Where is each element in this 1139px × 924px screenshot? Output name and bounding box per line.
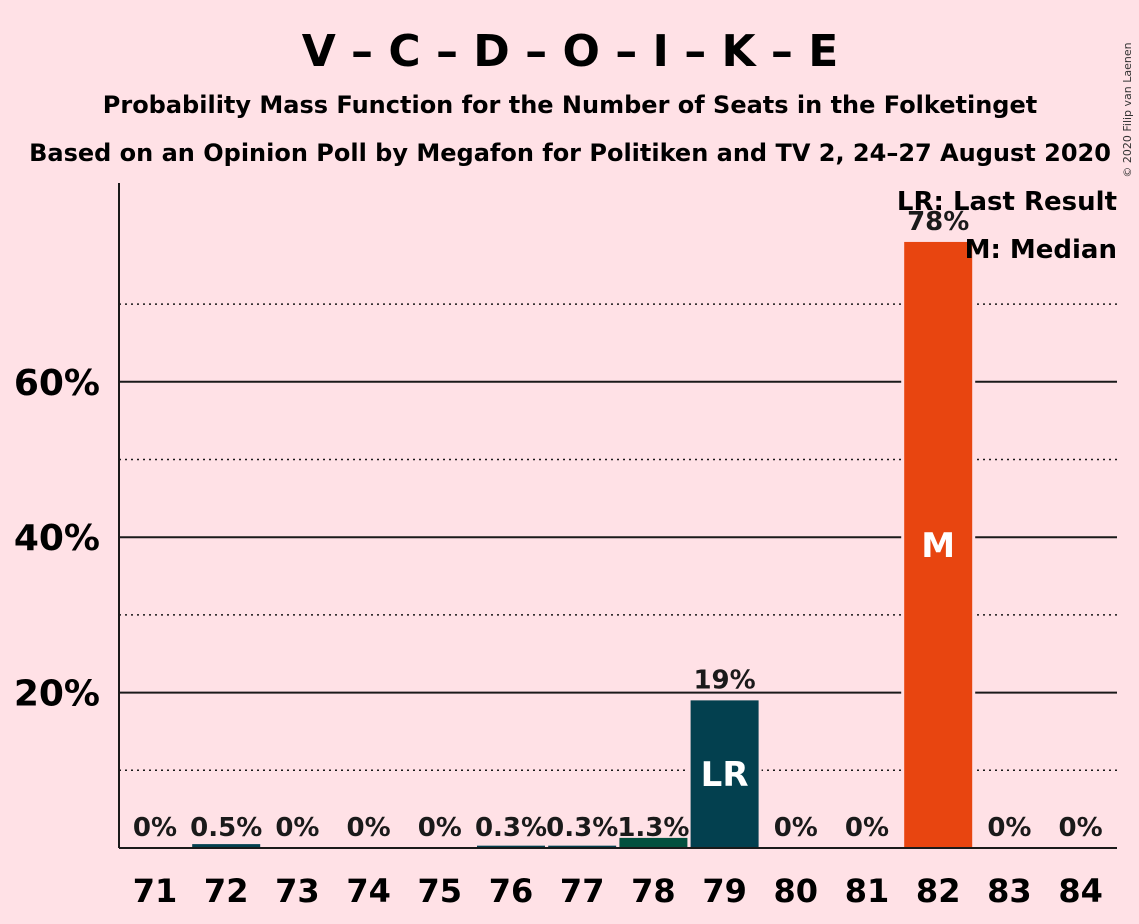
x-tick-label: 78 <box>631 872 676 910</box>
axes: 20% 40% 60% 71 72 73 74 75 76 77 78 79 80 81 82 83 84 <box>14 183 1117 910</box>
data-label-82: 78% <box>907 207 969 237</box>
data-label-84: 0% <box>1059 813 1103 843</box>
data-label-72: 0.5% <box>190 813 262 843</box>
median-marker: M <box>921 526 955 566</box>
data-labels: 0% 0.5% 0% 0% 0% 0.3% 0.3% 1.3%19%LR0% 0%78%M0% 0… <box>133 207 1103 843</box>
x-tick-label: 73 <box>275 872 320 910</box>
x-tick-label: 74 <box>346 872 391 910</box>
data-label-74: 0% <box>347 813 391 843</box>
data-label-76: 0.3% <box>475 813 547 843</box>
data-label-71: 0% <box>133 813 177 843</box>
x-tick-label: 83 <box>987 872 1032 910</box>
x-tick-label: 82 <box>916 872 961 910</box>
data-label-81: 0% <box>845 813 889 843</box>
x-tick-label: 71 <box>133 872 178 910</box>
bar-72 <box>192 844 261 848</box>
x-tick-label: 84 <box>1058 872 1103 910</box>
bars <box>189 241 976 848</box>
data-label-77: 0.3% <box>546 813 618 843</box>
chart-subtitle-source: Based on an Opinion Poll by Megafon for … <box>29 139 1111 167</box>
last-result-marker: LR <box>701 755 749 795</box>
data-label-78: 1.3% <box>617 813 689 843</box>
x-tick-label: 76 <box>489 872 534 910</box>
x-tick-label: 75 <box>418 872 463 910</box>
x-tick-label: 81 <box>845 872 890 910</box>
data-label-80: 0% <box>774 813 818 843</box>
legend-last-result: LR: Last Result <box>897 187 1117 217</box>
data-label-83: 0% <box>987 813 1031 843</box>
x-tick-label: 80 <box>774 872 819 910</box>
bar-82 <box>904 241 973 848</box>
y-tick-label: 60% <box>14 363 100 404</box>
y-tick-label: 40% <box>14 518 100 559</box>
data-label-73: 0% <box>275 813 319 843</box>
bar-79 <box>690 700 759 848</box>
x-tick-label: 79 <box>702 872 747 910</box>
chart-subtitle: Probability Mass Function for the Number… <box>103 91 1037 119</box>
bar-78 <box>619 837 688 848</box>
x-tick-label: 72 <box>204 872 249 910</box>
legend-median: M: Median <box>965 235 1117 265</box>
data-label-79: 19% <box>693 665 755 695</box>
bar-76 <box>477 845 545 848</box>
copyright-note: © 2020 Filip van Laenen <box>1121 42 1134 177</box>
y-tick-label: 20% <box>14 674 100 715</box>
chart-title: V – C – D – O – I – K – E <box>302 26 839 77</box>
x-tick-label: 77 <box>560 872 605 910</box>
bar-77 <box>548 845 617 848</box>
data-label-75: 0% <box>418 813 462 843</box>
